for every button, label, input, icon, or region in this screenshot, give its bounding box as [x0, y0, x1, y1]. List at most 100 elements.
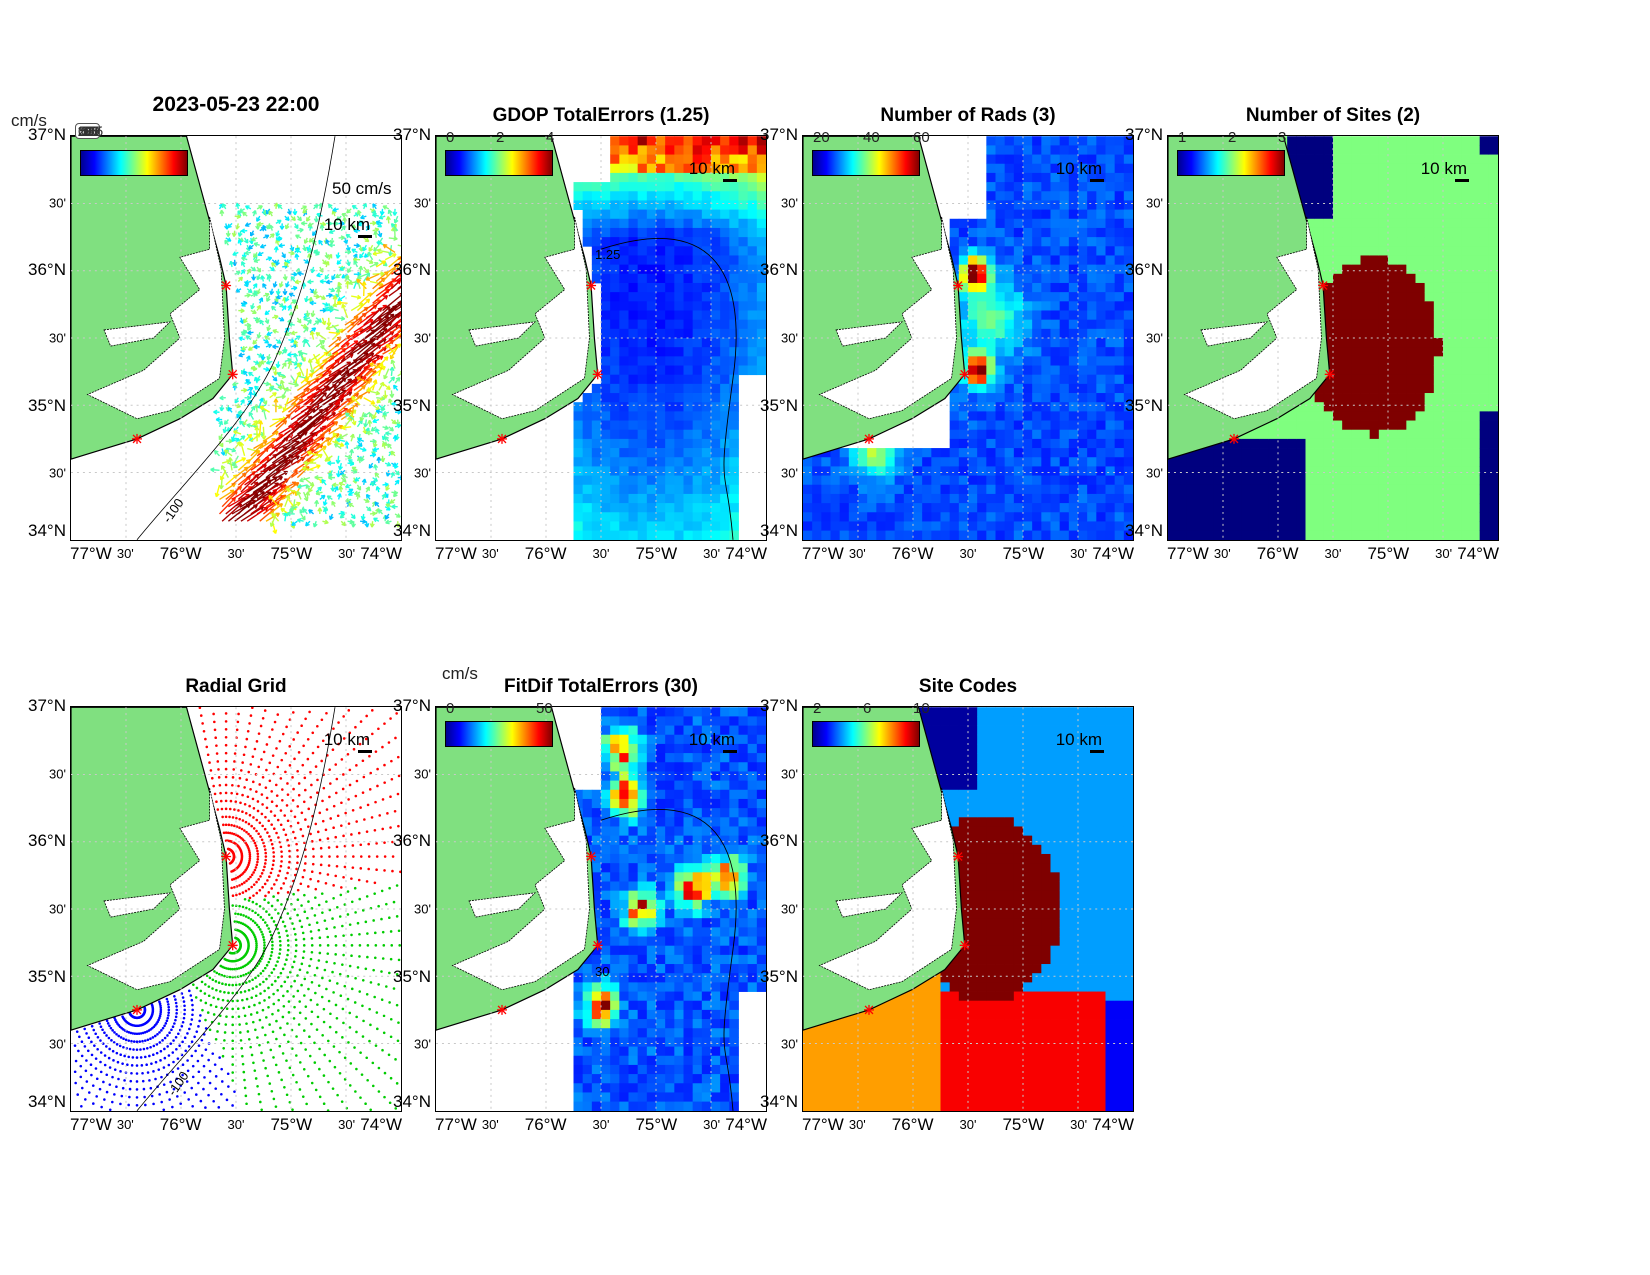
current-vector: [264, 317, 270, 324]
heatmap-cell: [1342, 457, 1352, 467]
heatmap-cell: [646, 521, 657, 532]
heatmap-cell: [1415, 154, 1426, 165]
heatmap-cell: [665, 292, 675, 302]
heatmap-cell: [1397, 246, 1407, 256]
heatmap-cell: [949, 493, 960, 504]
heatmap-cell: [729, 493, 739, 504]
heatmap-cell: [1004, 145, 1015, 155]
heatmap-cell: [1488, 310, 1498, 321]
heatmap-cell: [1351, 429, 1361, 440]
heatmap-cell: [601, 448, 611, 458]
heatmap-cell: [1470, 383, 1481, 394]
heatmap-cell: [610, 438, 620, 449]
radial-grid-point: [130, 1064, 134, 1067]
heatmap-cell: [692, 163, 703, 174]
current-vector: [376, 456, 382, 464]
current-vector: [290, 215, 296, 222]
heatmap-cell: [1087, 136, 1097, 146]
heatmap-cell: [738, 273, 749, 284]
heatmap-cell: [1406, 145, 1416, 155]
heatmap-cell: [1105, 246, 1116, 256]
heatmap-cell: [1087, 255, 1097, 266]
heatmap-cell: [949, 237, 960, 247]
heatmap-cell: [591, 530, 602, 540]
heatmap-cell: [1204, 484, 1215, 495]
heatmap-cell: [1369, 512, 1380, 522]
heatmap-cell: [573, 182, 584, 192]
radial-grid-point: [191, 1105, 194, 1108]
heatmap-cell: [1461, 246, 1471, 256]
heatmap-cell: [1369, 237, 1380, 247]
current-vector: [278, 316, 285, 322]
heatmap-cell: [1268, 503, 1279, 513]
current-vector: [292, 208, 298, 216]
radial-grid-point: [105, 1034, 108, 1037]
current-vector: [237, 276, 244, 282]
heatmap-cell: [747, 163, 758, 174]
radial-grid-point: [99, 1060, 102, 1064]
current-vector: [366, 259, 374, 264]
current-vector: [243, 370, 248, 377]
heatmap-cell: [1023, 282, 1033, 293]
heatmap-cell: [1461, 475, 1471, 486]
heatmap-cell: [1050, 227, 1061, 238]
heatmap-cell: [821, 457, 831, 467]
heatmap-cell: [1470, 163, 1481, 174]
heatmap-cell: [968, 227, 978, 238]
heatmap-cell: [848, 512, 859, 522]
heatmap-cell: [958, 457, 969, 467]
heatmap-cell: [1105, 218, 1116, 229]
site-marker: [132, 433, 142, 444]
heatmap-cell: [1424, 209, 1435, 220]
heatmap-cell: [1250, 438, 1261, 449]
scale-label: 10 km: [1420, 159, 1467, 178]
heatmap-cell: [1452, 402, 1462, 412]
heatmap-cell: [1023, 429, 1033, 440]
current-vector: [328, 229, 336, 234]
heatmap-cell: [1087, 191, 1097, 201]
heatmap-cell: [1078, 393, 1088, 403]
heatmap-cell: [858, 521, 868, 532]
colorbar-tick-label: 2: [496, 129, 505, 146]
heatmap-cell: [1114, 227, 1125, 238]
heatmap-cell: [1443, 145, 1453, 155]
current-vector: [366, 382, 377, 392]
heatmap-cell: [885, 457, 896, 467]
heatmap-cell: [1004, 136, 1015, 146]
radial-grid-point: [159, 1006, 163, 1010]
radial-grid-point: [160, 1029, 163, 1032]
heatmap-cell: [656, 493, 666, 504]
heatmap-cell: [977, 530, 987, 540]
current-vector: [350, 468, 358, 474]
current-vector: [374, 501, 380, 508]
heatmap-cell: [1369, 209, 1380, 220]
heatmap-cell: [1105, 255, 1116, 266]
heatmap-cell: [1004, 227, 1015, 238]
current-vector: [360, 513, 366, 521]
radial-grid-point: [179, 1084, 183, 1087]
heatmap-cell: [995, 282, 1006, 293]
x-tick-label: 30': [1324, 546, 1342, 561]
x-tick-label: 76°W: [1256, 544, 1299, 563]
current-vector: [269, 288, 275, 296]
heatmap-cell: [1406, 493, 1416, 504]
heatmap-cell: [1004, 365, 1015, 376]
heatmap-cell: [1287, 448, 1297, 458]
heatmap-cell: [729, 429, 739, 440]
heatmap-cell: [995, 310, 1006, 321]
heatmap-cell: [692, 512, 703, 522]
current-vector: [322, 519, 329, 525]
heatmap-cell: [940, 466, 951, 476]
heatmap-cell: [1114, 521, 1125, 532]
heatmap-cell: [867, 484, 877, 495]
heatmap-cell: [940, 484, 951, 495]
heatmap-cell: [1323, 429, 1334, 440]
heatmap-cell: [1096, 246, 1106, 256]
current-vector: [275, 361, 281, 369]
radial-grid-point: [139, 1056, 143, 1059]
current-vector: [351, 204, 358, 210]
heatmap-cell: [1078, 503, 1088, 513]
current-vector: [269, 266, 275, 272]
current-vector: [307, 279, 314, 285]
radial-grid-point: [181, 1073, 184, 1077]
